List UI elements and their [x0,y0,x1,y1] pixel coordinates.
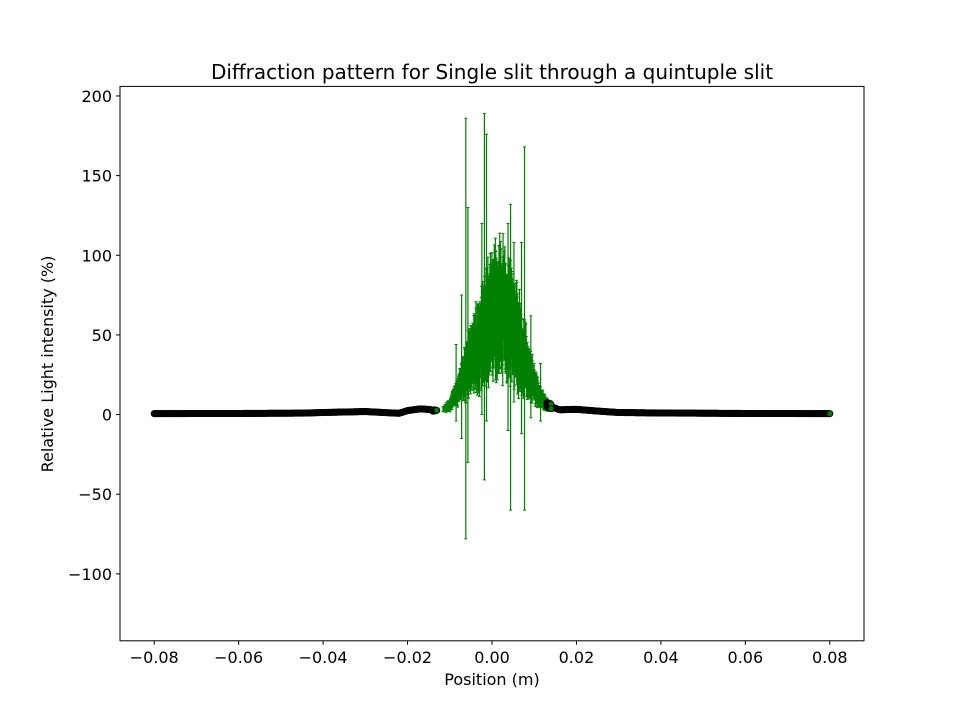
y-tick-label: 150 [81,167,112,186]
y-axis-ticks: −100 −50 0 50 100 150 200 [68,87,120,584]
x-tick-label: −0.02 [383,648,432,667]
y-tick-label: 100 [81,246,112,265]
x-tick-label: −0.08 [130,648,179,667]
error-bars [431,112,553,540]
x-tick-label: 0.06 [728,648,764,667]
y-tick-label: −50 [78,485,112,504]
data-points [150,399,834,418]
y-axis-label: Relative Light intensity (%) [38,256,57,473]
x-tick-label: −0.06 [214,648,263,667]
chart-title: Diffraction pattern for Single slit thro… [211,60,773,84]
y-tick-label: −100 [68,565,112,584]
x-tick-label: 0.00 [474,648,510,667]
y-tick-label: 50 [92,326,112,345]
x-axis-ticks: −0.08 −0.06 −0.04 −0.02 0.00 0.02 0.04 0.06 0.08 [130,640,848,667]
y-tick-label: 0 [102,406,112,425]
x-tick-label: 0.08 [812,648,848,667]
data-point [547,405,555,413]
x-tick-label: 0.02 [559,648,595,667]
data-point [826,410,834,418]
x-axis-label: Position (m) [444,670,539,689]
x-tick-label: −0.04 [299,648,348,667]
y-tick-label: 200 [81,87,112,106]
data-point [433,406,441,414]
x-tick-label: 0.04 [643,648,679,667]
